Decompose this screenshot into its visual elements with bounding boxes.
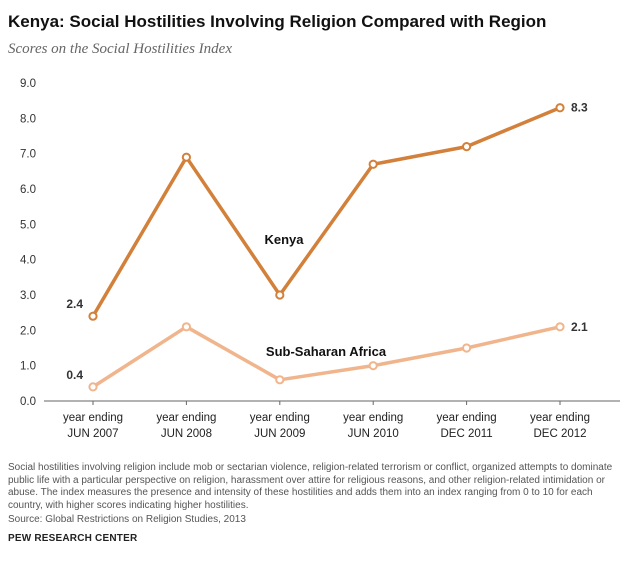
data-point: [555, 103, 565, 113]
y-tick-label: 5.0: [20, 219, 36, 231]
y-axis: 0.0 1.0 2.0 3.0 4.0 5.0 6.0 7.0 8.0 9.0: [20, 78, 36, 408]
chart-note: Social hostilities involving religion in…: [8, 462, 613, 511]
x-tick-label: DEC 2012: [533, 428, 586, 440]
data-label: 2.4: [66, 297, 83, 311]
x-tick-label: year ending: [437, 412, 497, 424]
data-label: 2.1: [571, 320, 588, 334]
y-tick-label: 3.0: [20, 290, 36, 302]
data-labels: 2.4 8.3 0.4 2.1 Kenya Sub-Saharan Africa: [66, 101, 588, 382]
brand-logo-text: PEW RESEARCH CENTER: [8, 533, 138, 544]
x-tick-label: JUN 2009: [254, 428, 305, 440]
series-label-kenya: Kenya: [264, 232, 304, 247]
x-tick-label: year ending: [250, 412, 310, 424]
series-label-region: Sub-Saharan Africa: [266, 344, 387, 359]
chart-source: Source: Global Restrictions on Religion …: [8, 514, 246, 525]
y-tick-label: 0.0: [20, 396, 36, 408]
x-axis: year ending JUN 2007 year ending JUN 2008 ye…: [44, 400, 620, 440]
series-line-region: [91, 325, 562, 389]
data-point: [88, 382, 98, 392]
x-tick-label: JUN 2007: [67, 428, 118, 440]
x-tick-label: JUN 2010: [348, 428, 399, 440]
data-label: 8.3: [571, 101, 588, 115]
y-tick-label: 2.0: [20, 325, 36, 337]
y-tick-label: 9.0: [20, 78, 36, 90]
data-point: [88, 311, 98, 321]
data-point: [275, 375, 285, 385]
x-tick-label: DEC 2011: [440, 428, 492, 440]
x-tick-label: year ending: [530, 412, 590, 424]
data-point: [462, 142, 472, 152]
x-tick-label: year ending: [343, 412, 403, 424]
data-point: [368, 159, 378, 169]
y-tick-label: 1.0: [20, 361, 36, 373]
x-tick-label: JUN 2008: [161, 428, 212, 440]
data-point: [555, 322, 565, 332]
data-point: [462, 343, 472, 353]
chart-subtitle: Scores on the Social Hostilities Index: [8, 41, 232, 57]
series-group: [88, 103, 565, 392]
data-point: [368, 361, 378, 371]
line-chart: 0.0 1.0 2.0 3.0 4.0 5.0 6.0 7.0 8.0 9.0 year endi…: [20, 78, 620, 440]
y-tick-label: 8.0: [20, 113, 36, 125]
y-tick-label: 7.0: [20, 149, 36, 161]
y-tick-label: 4.0: [20, 255, 36, 267]
series-line-kenya: [91, 105, 562, 318]
chart-title: Kenya: Social Hostilities Involving Reli…: [8, 12, 547, 31]
y-tick-label: 6.0: [20, 184, 36, 196]
data-point: [275, 290, 285, 300]
data-label: 0.4: [66, 368, 83, 382]
x-tick-label: year ending: [63, 412, 123, 424]
x-tick-label: year ending: [156, 412, 216, 424]
data-point: [181, 152, 191, 162]
data-point: [181, 322, 191, 332]
